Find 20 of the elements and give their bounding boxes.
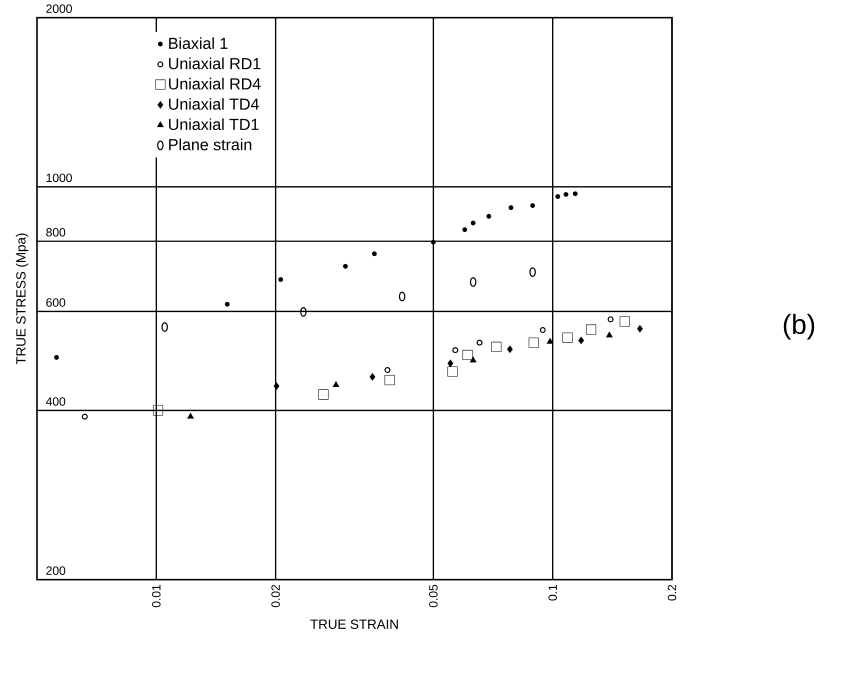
- y-tick-label: 800: [46, 228, 66, 237]
- y-axis-title: TRUE STRESS (Mpa): [16, 234, 28, 364]
- y-tick-label: 1000: [46, 174, 72, 182]
- x-tick-label: 0.02: [271, 585, 280, 608]
- legend-label: Plane strain: [169, 138, 252, 150]
- y-tick-label: 2000: [46, 4, 72, 14]
- legend-label: Uniaxial TD1: [169, 118, 259, 130]
- x-tick-label: 0.05: [429, 585, 438, 608]
- y-tick-label: 400: [46, 397, 66, 406]
- x-tick-label: 0.2: [668, 585, 676, 601]
- legend-label: Uniaxial TD4: [169, 98, 259, 110]
- x-tick-label: 0.1: [548, 585, 557, 601]
- x-tick-label: 0.01: [152, 585, 161, 608]
- legend-label: Uniaxial RD1: [169, 58, 260, 70]
- legend-label: Uniaxial RD4: [169, 78, 261, 90]
- y-tick-label: 600: [46, 298, 66, 307]
- x-axis-title: TRUE STRAIN: [310, 620, 398, 630]
- text: (b): [784, 314, 814, 340]
- legend-label: Biaxial 1: [169, 37, 228, 50]
- y-tick-label: 200: [46, 566, 66, 576]
